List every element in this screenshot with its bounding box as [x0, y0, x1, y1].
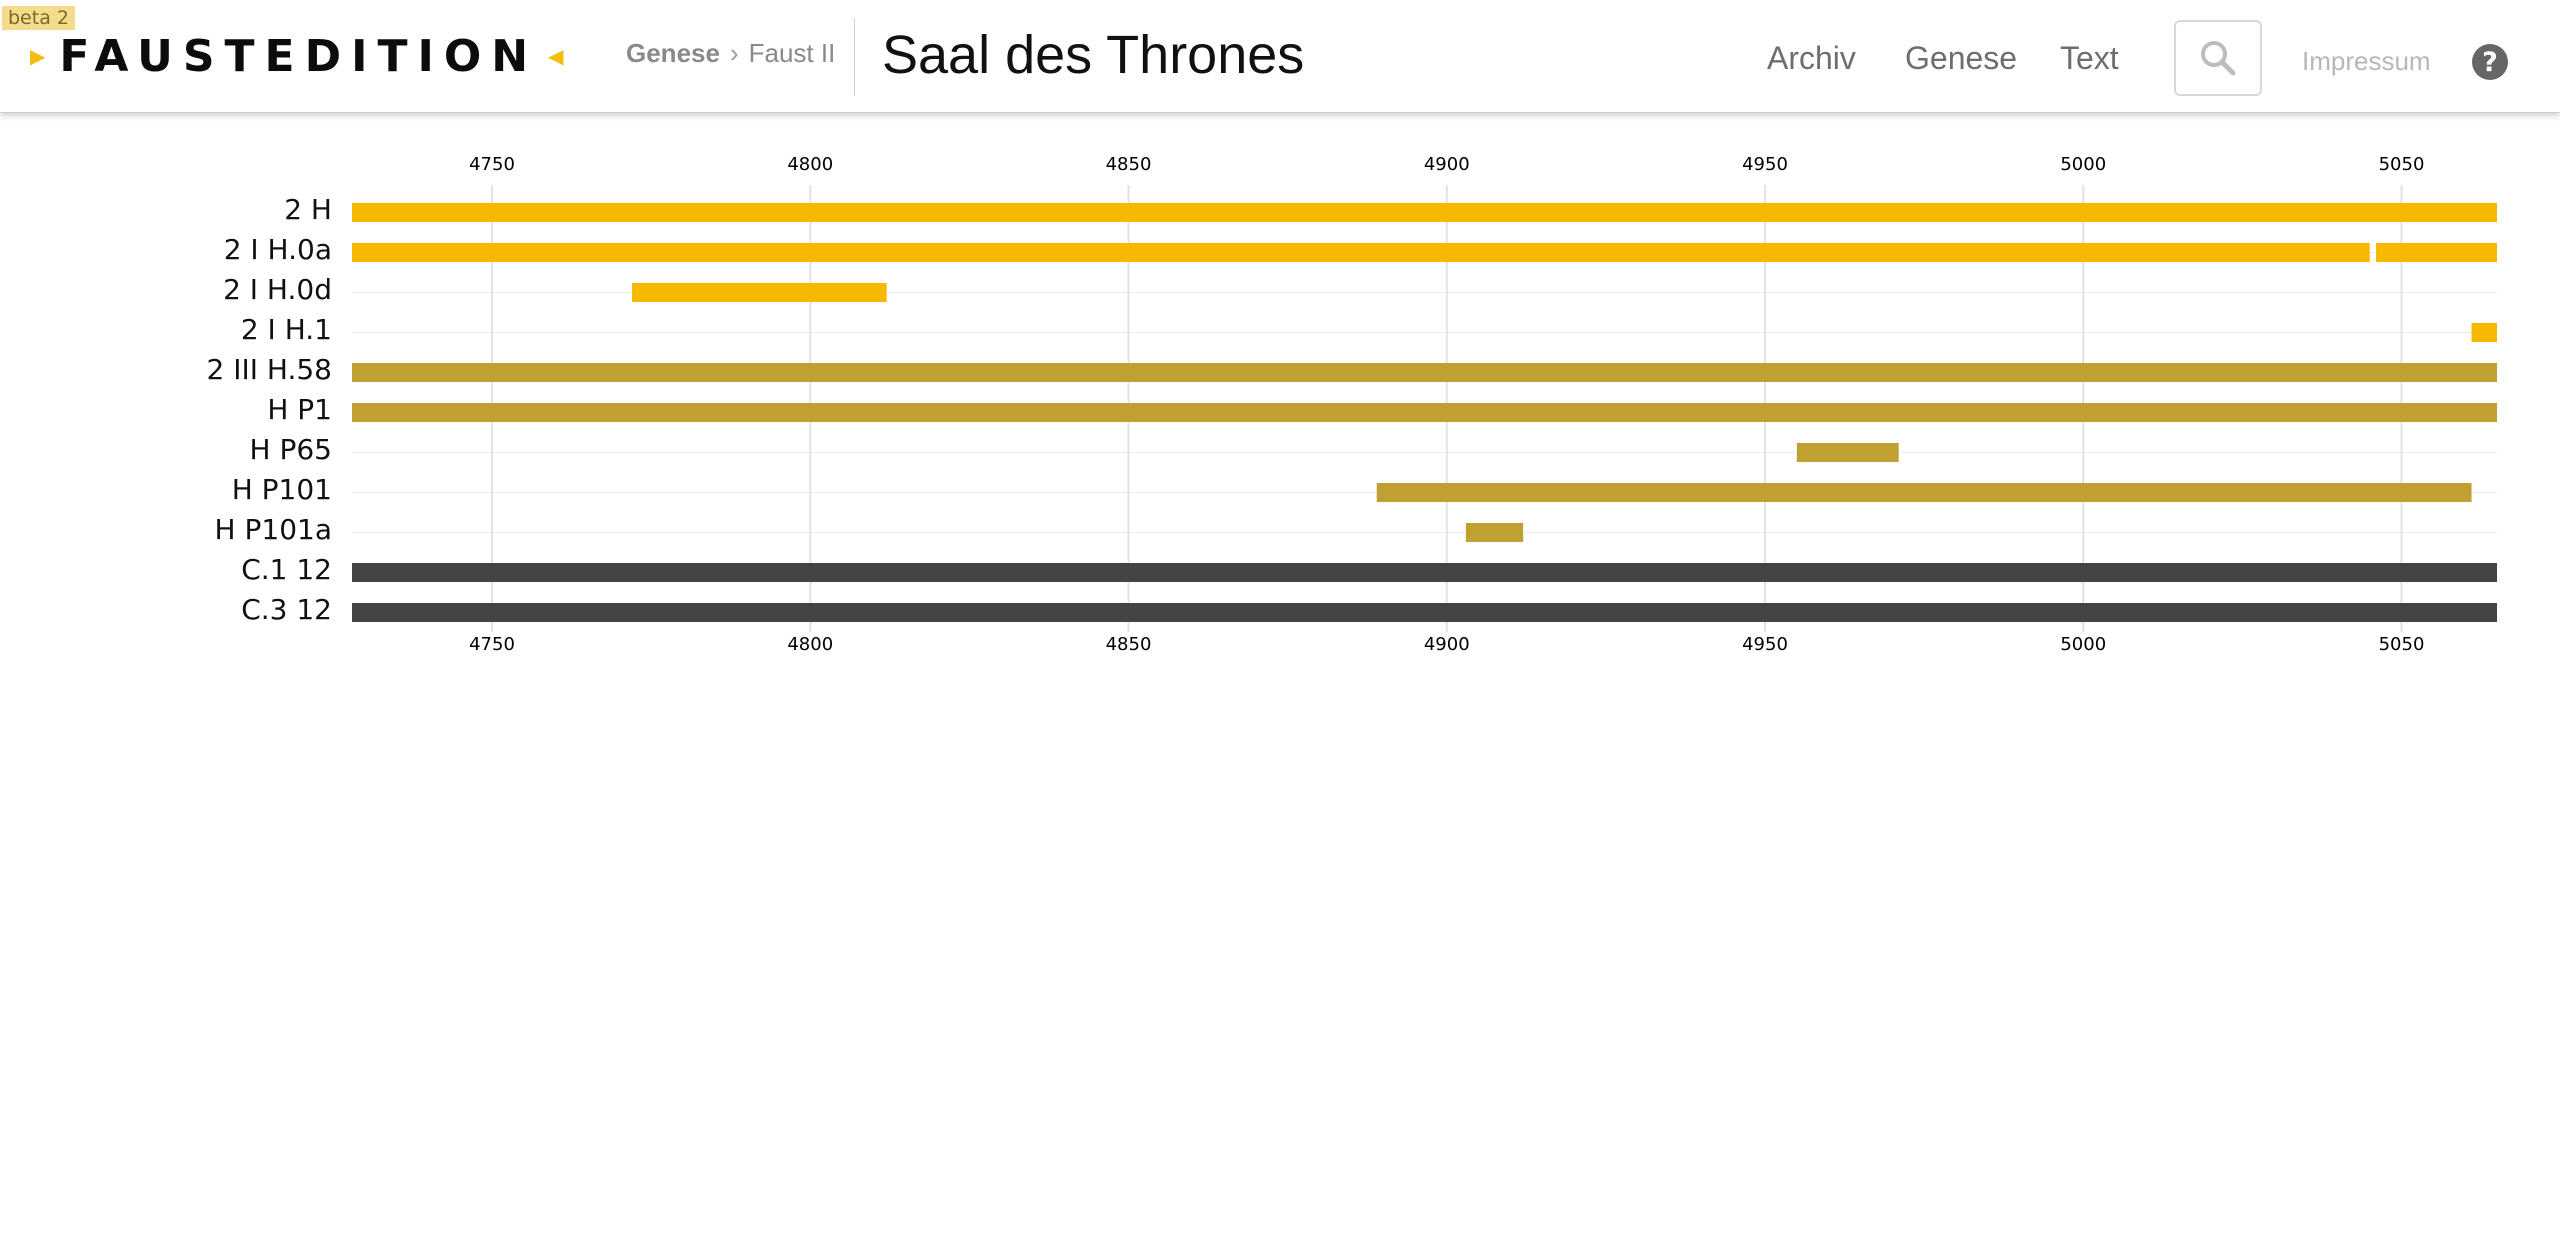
x-tick-label-top: 4850	[1106, 154, 1152, 175]
breadcrumb: Genese › Faust II	[626, 38, 835, 69]
breadcrumb-genese[interactable]: Genese	[626, 38, 720, 68]
bar-segment[interactable]	[352, 563, 2497, 582]
x-tick-label-bottom: 4850	[1106, 634, 1152, 655]
search-button[interactable]	[2174, 20, 2262, 96]
x-tick-label-top: 4900	[1424, 154, 1470, 175]
page-title: Saal des Thrones	[882, 25, 1305, 85]
row-label: C.1 12	[241, 553, 332, 586]
chevron-right-icon: ›	[729, 38, 739, 68]
x-tick-label-bottom: 4750	[469, 634, 515, 655]
row-label: C.3 12	[241, 593, 332, 626]
row-label: 2 I H.0d	[223, 273, 332, 306]
row-label: 2 H	[284, 193, 332, 226]
x-tick-label-bottom: 5000	[2060, 634, 2106, 655]
impressum-link[interactable]: Impressum	[2302, 46, 2431, 76]
bar-segment[interactable]	[352, 363, 2497, 382]
beta-badge: beta 2	[2, 6, 75, 30]
row-label: 2 I H.1	[241, 313, 332, 346]
row-label: H P65	[250, 433, 332, 466]
bar-segment[interactable]	[2471, 323, 2497, 342]
x-tick-label-bottom: 4800	[787, 634, 833, 655]
bar-segment[interactable]	[352, 403, 2497, 422]
x-tick-label-bottom: 4900	[1424, 634, 1470, 655]
nav-archiv[interactable]: Archiv	[1767, 40, 1856, 76]
bar-segment[interactable]	[2376, 243, 2497, 262]
nav-genese[interactable]: Genese	[1905, 40, 2018, 76]
search-icon	[2201, 41, 2236, 76]
row-label: 2 III H.58	[207, 353, 332, 386]
row-label: H P101	[232, 473, 332, 506]
x-tick-label-bottom: 5050	[2379, 634, 2425, 655]
x-tick-label-bottom: 4950	[1742, 634, 1788, 655]
bar-segment[interactable]	[352, 203, 2497, 222]
help-icon[interactable]: ?	[2472, 44, 2508, 80]
bar-segment[interactable]	[1796, 443, 1899, 462]
x-tick-label-top: 4950	[1742, 154, 1788, 175]
bar-segment[interactable]	[1465, 523, 1524, 542]
logo-left-triangle-icon: ▶	[30, 44, 46, 68]
breadcrumb-faust-ii[interactable]: Faust II	[748, 38, 836, 68]
genesis-bar-chart: 4750 4750 4800 4800 4850 4850 4900 4900 4950 4950…	[207, 154, 2497, 655]
row-label: H P101a	[215, 513, 332, 546]
x-tick-label-top: 5000	[2060, 154, 2106, 175]
bar-segment[interactable]	[1376, 483, 2472, 502]
faustedition-logo[interactable]: ▶ FAUSTEDITION ◀	[30, 28, 563, 84]
row-label: H P1	[267, 393, 332, 426]
logo-right-triangle-icon: ◀	[548, 44, 564, 68]
x-tick-label-top: 5050	[2379, 154, 2425, 175]
x-tick-label-top: 4800	[787, 154, 833, 175]
bar-segment[interactable]	[352, 603, 2497, 622]
bar-segment[interactable]	[632, 283, 887, 302]
title-divider	[854, 18, 855, 96]
bar-segment[interactable]	[352, 243, 2370, 262]
nav-text[interactable]: Text	[2060, 40, 2119, 76]
row-label: 2 I H.0a	[224, 233, 332, 266]
logo-text: FAUSTEDITION	[59, 30, 539, 82]
top-navbar: beta 2 ▶ FAUSTEDITION ◀ Genese › Faust I…	[0, 0, 2560, 113]
x-tick-label-top: 4750	[469, 154, 515, 175]
